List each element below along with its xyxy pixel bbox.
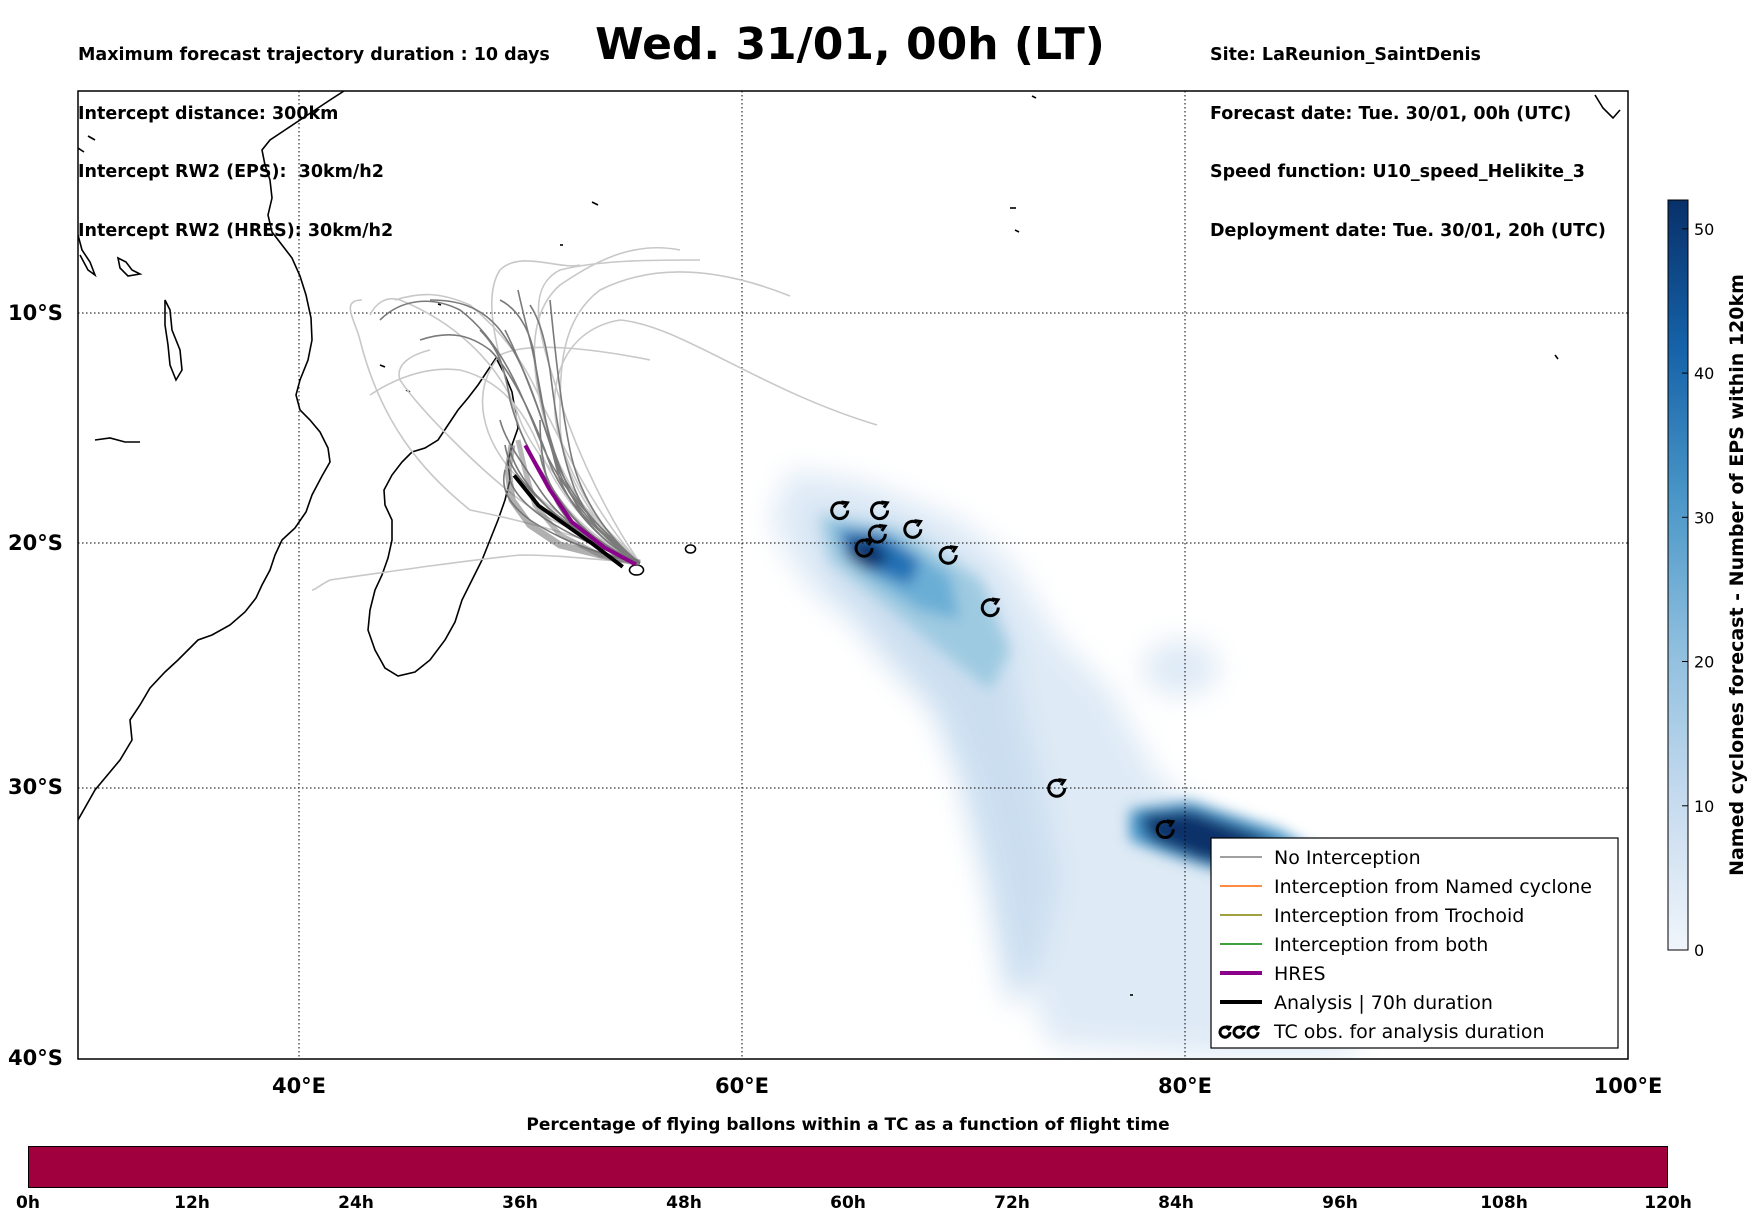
- lat-tick-30s: 30°S: [8, 775, 63, 799]
- legend-label: HRES: [1274, 963, 1326, 985]
- tc-obs-marker: [854, 538, 875, 558]
- lat-tick-10s: 10°S: [8, 301, 63, 325]
- legend-item: Interception from both: [1220, 934, 1488, 956]
- legend-label: TC obs. for analysis duration: [1273, 1021, 1545, 1043]
- tc-obs-marker: [903, 519, 923, 539]
- legend-label: Interception from both: [1274, 934, 1488, 956]
- tc-obs-marker: [870, 500, 890, 521]
- tc-observations: [830, 500, 1176, 839]
- legend-item: Analysis | 70h duration: [1220, 992, 1493, 1014]
- site-text: Site: LaReunion_SaintDenis: [1210, 45, 1481, 65]
- colorbar-tick-label: 0: [1694, 941, 1704, 960]
- tc-obs-marker: [980, 597, 1001, 618]
- tc-obs-legend-icon: [1218, 1025, 1233, 1039]
- timebar-tick-label: 60h: [830, 1193, 866, 1213]
- colorbar-tick-label: 40: [1694, 364, 1714, 383]
- tc-obs-marker: [1047, 778, 1067, 798]
- speed-function-text: Speed function: U10_speed_Helikite_3: [1210, 162, 1585, 182]
- colorbar-tick-label: 50: [1694, 220, 1714, 239]
- tc-obs-marker: [867, 523, 888, 544]
- lon-tick-40e: 40°E: [272, 1074, 326, 1098]
- legend-label: Interception from Named cyclone: [1274, 876, 1592, 898]
- colorbar-tick-label: 10: [1694, 797, 1714, 816]
- coastlines: [78, 91, 1621, 996]
- lon-tick-60e: 60°E: [715, 1074, 769, 1098]
- legend-label: Interception from Trochoid: [1274, 905, 1524, 927]
- legend-item: HRES: [1220, 963, 1326, 985]
- page-title: Wed. 31/01, 00h (LT): [595, 19, 1105, 70]
- forecast-date-text: Forecast date: Tue. 30/01, 00h (UTC): [1210, 103, 1572, 124]
- tc-obs-marker: [830, 500, 850, 521]
- deployment-date-text: Deployment date: Tue. 30/01, 20h (UTC): [1210, 220, 1606, 241]
- tc-obs-marker: [1155, 819, 1176, 839]
- colorbar-tick-label: 20: [1694, 653, 1714, 672]
- gridlines: [78, 91, 1628, 1059]
- legend-item: TC obs. for analysis duration: [1218, 1021, 1545, 1043]
- timebar-tick-label: 72h: [994, 1193, 1030, 1213]
- timebar-tick-label: 108h: [1480, 1193, 1528, 1213]
- lat-tick-40s: 40°S: [8, 1046, 63, 1070]
- map-frame: [77, 90, 1629, 1060]
- timebar-tick-label: 96h: [1322, 1193, 1358, 1213]
- intercept-eps-text: Intercept RW2 (EPS): 30km/h2: [78, 162, 384, 182]
- legend-item: Interception from Named cyclone: [1220, 876, 1592, 898]
- lon-tick-80e: 80°E: [1158, 1074, 1212, 1098]
- legend-label: No Interception: [1274, 847, 1421, 869]
- timebar-tick-label: 36h: [502, 1193, 538, 1213]
- intercept-hres-text: Intercept RW2 (HRES): 30km/h2: [78, 220, 394, 241]
- analysis-track: [512, 474, 624, 569]
- lat-tick-20s: 20°S: [8, 531, 63, 555]
- lon-tick-100e: 100°E: [1594, 1074, 1663, 1098]
- max-duration-text: Maximum forecast trajectory duration : 1…: [78, 45, 550, 65]
- legend-label: Analysis | 70h duration: [1274, 992, 1493, 1014]
- legend: No Interception Interception from Named c…: [1210, 837, 1619, 1049]
- timebar-tick-label: 84h: [1158, 1193, 1194, 1213]
- timebar-tick-label: 12h: [174, 1193, 210, 1213]
- tc-obs-legend-icon: [1246, 1025, 1261, 1039]
- tc-obs-legend-icon: [1232, 1025, 1247, 1039]
- tc-obs-marker: [938, 545, 959, 565]
- hres-track: [523, 444, 637, 567]
- timebar-tick-label: 24h: [338, 1193, 374, 1213]
- flight-time-bar: [28, 1146, 1668, 1188]
- timebar-tick-label: 120h: [1644, 1193, 1692, 1213]
- timebar-title: Percentage of flying ballons within a TC…: [526, 1115, 1170, 1135]
- timebar-tick-label: 0h: [16, 1193, 40, 1213]
- timebar-tick-label: 48h: [666, 1193, 702, 1213]
- colorbar-tick-label: 30: [1694, 508, 1714, 527]
- legend-item: Interception from Trochoid: [1220, 905, 1524, 927]
- colorbar: 0 10 20 30 40 50 Named cyclones forecast - Nu…: [1667, 199, 1748, 960]
- intercept-distance-text: Intercept distance: 300km: [78, 103, 339, 124]
- colorbar-label: Named cyclones forecast - Number of EPS …: [1726, 274, 1748, 876]
- header-right-info: Site: LaReunion_SaintDenis Forecast date…: [1210, 7, 1606, 261]
- header-left-info: Maximum forecast trajectory duration : 1…: [78, 7, 550, 261]
- legend-item: No Interception: [1220, 847, 1421, 869]
